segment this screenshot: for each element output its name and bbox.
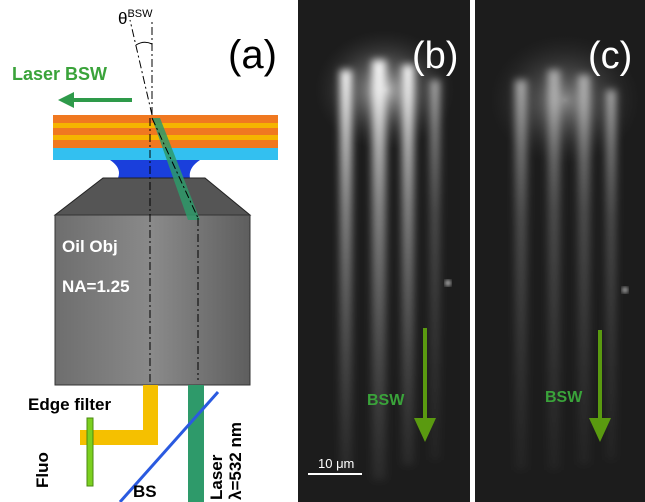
laser-input: [188, 385, 204, 502]
objective-body: [54, 214, 251, 386]
fluo-beam: [80, 385, 158, 445]
edge-filter-label: Edge filter: [28, 395, 112, 414]
streak: [578, 75, 590, 465]
arrow-head: [589, 418, 611, 442]
panel-b: (b) BSW 10 μm: [298, 0, 470, 502]
oil-drop: [110, 160, 200, 178]
streak: [606, 90, 616, 460]
panel-c: (c) BSW: [475, 0, 645, 502]
layer: [53, 128, 278, 135]
fluo-label: Fluo: [33, 452, 52, 488]
arrow-head: [414, 418, 436, 442]
arrow-head: [58, 92, 74, 108]
bsw-label: BSW: [545, 389, 583, 406]
axis-line: [129, 19, 153, 116]
streak: [548, 70, 560, 470]
streak: [372, 60, 386, 480]
objective-top: [53, 177, 252, 216]
spot: [445, 280, 451, 286]
panel-label: (b): [412, 35, 458, 77]
theta-label: θBSW: [118, 8, 153, 28]
streak: [515, 80, 527, 470]
objective-name: Oil Obj: [62, 237, 118, 256]
panel-a: θBSW (a) Laser BSW Oil Obj NA=1.25 Edge …: [12, 8, 278, 502]
beam-splitter: [118, 391, 220, 502]
layer: [53, 115, 278, 123]
objective-na: NA=1.25: [62, 277, 130, 296]
glow: [490, 35, 640, 165]
panel-label: (c): [588, 35, 632, 77]
panel-label: (a): [228, 33, 277, 77]
laser-bsw-label: Laser BSW: [12, 64, 107, 84]
laser-label: Laserλ=532 nm: [207, 422, 245, 500]
streak: [340, 70, 352, 470]
scale-label: 10 μm: [318, 456, 354, 471]
angle-arc: [135, 41, 153, 46]
bsw-label: BSW: [367, 392, 405, 409]
streak: [430, 80, 440, 460]
edge-filter: [86, 417, 94, 487]
spot: [622, 287, 628, 293]
streak: [402, 65, 414, 465]
layer: [53, 123, 278, 128]
bs-label: BS: [133, 482, 157, 501]
axis-line: [151, 117, 199, 219]
